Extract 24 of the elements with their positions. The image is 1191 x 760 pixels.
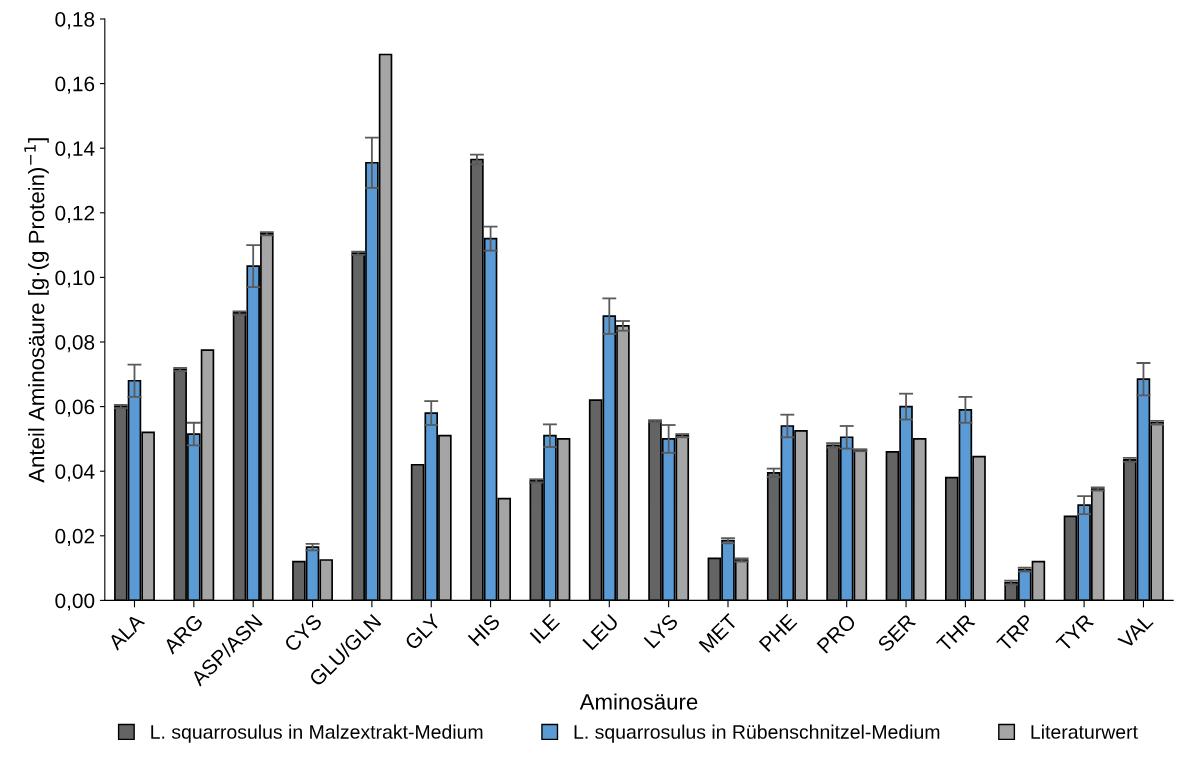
x-tick-label: ALA [107,612,146,651]
y-tick-label: 0,00 [55,593,95,611]
x-tick-label: HIS [467,613,501,647]
y-tick-label: 0,16 [55,76,95,94]
x-tick-label: THR [936,613,976,653]
y-tick-label: 0,18 [55,12,95,30]
y-axis-title: Anteil Aminosäure [g·(g Protein)$^{−1}$] [24,138,49,483]
y-tick-label: 0,08 [55,335,95,353]
y-tick-label: 0,14 [55,141,95,159]
x-tick-label: ILE [529,613,560,644]
y-tick-label: 0,06 [55,399,95,417]
x-tick-label: TRP [996,613,1035,653]
y-tick-label: 0,12 [55,205,95,224]
legend-label: Literaturwert [1031,724,1138,739]
y-tick-label: 0,04 [55,464,95,482]
x-tick-label: GLY [403,612,442,651]
y-tick-label: 0,02 [55,528,95,547]
x-tick-label: VAL [1117,613,1154,650]
x-tick-label: TYR [1055,613,1095,653]
legend-label: L. squarrosulus in Rübenschnitzel-Medium [574,724,940,743]
y-tick-label: 0,10 [55,270,95,288]
legend-label: L. squarrosulus in Malzextrakt-Medium [151,724,483,743]
x-tick-label: LYS [643,613,679,649]
x-axis-title: Aminosäure [579,693,698,710]
